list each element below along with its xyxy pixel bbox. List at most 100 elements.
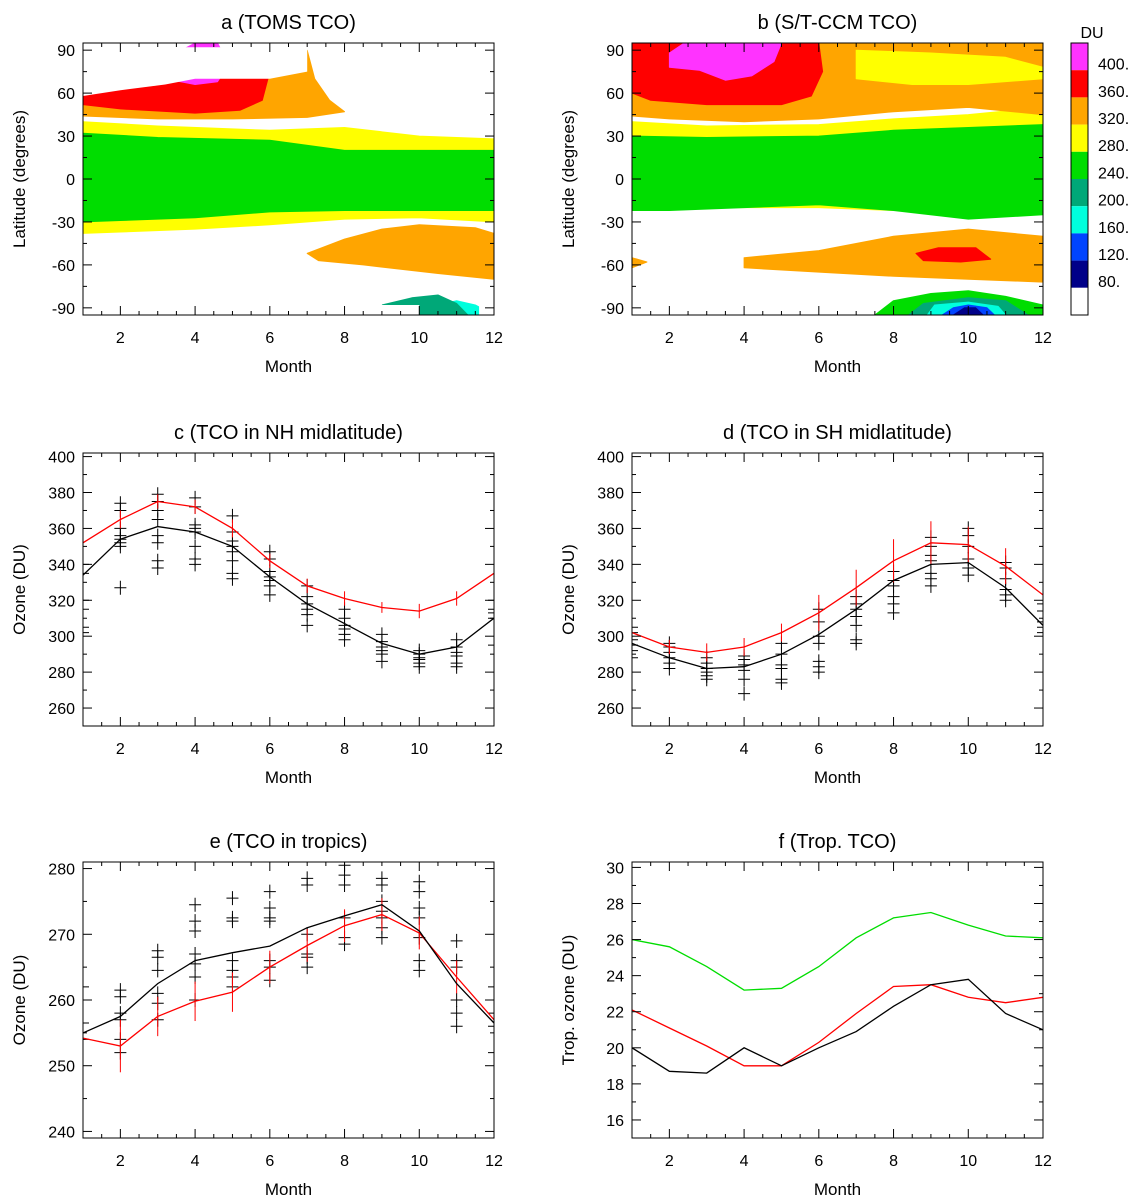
scatter-cross [189,924,202,938]
x-tick-label: 8 [889,741,898,758]
panel-title: f (Trop. TCO) [779,831,897,853]
series-line [632,984,1043,1067]
y-axis-label: Ozone (DU) [10,955,29,1046]
x-axis-label: Month [814,1180,861,1199]
plot-area [632,911,1043,1074]
scatter-cross [488,605,494,620]
y-tick-label: 0 [615,172,624,189]
scatter-cross [632,632,638,647]
scatter-cross [1037,596,1043,611]
scatter-cross [850,636,863,651]
x-tick-label: 2 [665,741,674,758]
x-axis-label: Month [265,768,312,787]
series-line [632,978,1043,1074]
scatter-cross [999,593,1012,608]
scatter-cross [1037,625,1043,640]
colorbar-swatch [1071,233,1088,261]
y-tick-label: 90 [57,43,75,60]
scatter-cross [263,914,276,929]
colorbar-swatch [1071,70,1088,98]
scatter-cross [924,578,937,593]
y-tick-label: 320 [48,593,75,610]
panel-title: b (S/T-CCM TCO) [758,12,918,34]
colorbar-swatch [1071,151,1088,179]
colorbar-frame [1070,42,1089,316]
y-tick-label: 360 [597,521,624,538]
scatter-cross [488,602,494,617]
series-line [632,561,1043,670]
scatter-cross [375,878,388,892]
y-tick-label: 380 [597,486,624,503]
scatter-cross [338,878,351,892]
x-tick-label: 12 [485,741,503,758]
scatter-cross [375,654,388,669]
y-tick-label: 260 [48,701,75,718]
plot-frame [631,452,1044,727]
y-tick-label: 360 [48,521,75,538]
panel-b: 2 4 6 8 10 12 90 60 30 0 -30 -60 -90 b (S/T-CCM TCO) M… [559,12,1052,376]
scatter-cross [226,914,239,929]
colorbar-label: 400. [1098,57,1129,74]
y-tick-label: 400 [597,450,624,467]
x-tick-label: 10 [410,1153,428,1170]
scatter-cross [263,884,276,899]
x-tick-label: 10 [959,1153,977,1170]
scatter-cross [488,638,494,653]
y-tick-label: 250 [48,1059,75,1076]
colorbar-label: 120. [1098,247,1129,264]
x-tick-label: 4 [191,330,200,347]
scatter-cross [189,539,202,554]
scatter-cross [632,650,638,665]
panel-a: 2 4 6 8 10 12 90 60 30 0 -30 -60 -90 a (TOMS TCO) Mont… [10,12,503,376]
y-tick-label: 280 [48,862,75,879]
scatter-cross [812,665,825,680]
y-tick-label: 30 [606,860,624,877]
scatter-cross [962,568,975,583]
colorbar-label: 320. [1098,111,1129,128]
scatter-cross [114,580,127,595]
y-tick-label: 90 [606,43,624,60]
scatter-cross [663,661,676,676]
scatter-cross [189,897,202,912]
colorbar: DU 400. 360. 320. 280. 240. 200. 160. 120. 80. [1070,25,1129,316]
series-line [83,903,494,1034]
y-tick-label: 270 [48,927,75,944]
panel-c: 2 4 6 8 10 12 260 280 300 320 340 360 380 400 c (TCO i… [10,422,503,787]
scatter-cross [450,993,463,1007]
x-tick-label: 10 [410,330,428,347]
y-tick-label: -60 [601,258,624,275]
x-tick-label: 12 [1034,1153,1052,1170]
y-tick-label: 26 [606,933,624,950]
x-axis-label: Month [814,357,861,376]
y-tick-label: 240 [48,1124,75,1141]
x-tick-label: 12 [1034,330,1052,347]
x-tick-label: 8 [340,1153,349,1170]
contour-region [668,43,782,81]
y-tick-label: 30 [57,129,75,146]
x-tick-label: 6 [814,330,823,347]
x-tick-label: 2 [116,1153,125,1170]
scatter-cross [738,672,751,687]
y-tick-label: 260 [597,701,624,718]
x-axis-label: Month [265,1180,312,1199]
x-tick-label: 8 [889,1153,898,1170]
contour-region [83,132,494,223]
y-tick-label: -30 [52,215,75,232]
y-tick-label: 28 [606,896,624,913]
scatter-cross [488,1019,494,1034]
x-tick-label: 6 [814,741,823,758]
panel-title: c (TCO in NH midlatitude) [174,422,403,444]
scatter-cross [632,643,638,658]
scatter-cross [812,636,825,651]
y-tick-label: 300 [48,629,75,646]
plot-area [632,43,1043,315]
colorbar-swatch [1071,124,1088,152]
y-axis-label: Ozone (DU) [10,544,29,635]
scatter-cross [1037,604,1043,619]
colorbar-swatch [1071,97,1088,125]
scatter-cross [83,566,89,581]
series-line [83,500,494,612]
scatter-cross [83,1016,89,1030]
